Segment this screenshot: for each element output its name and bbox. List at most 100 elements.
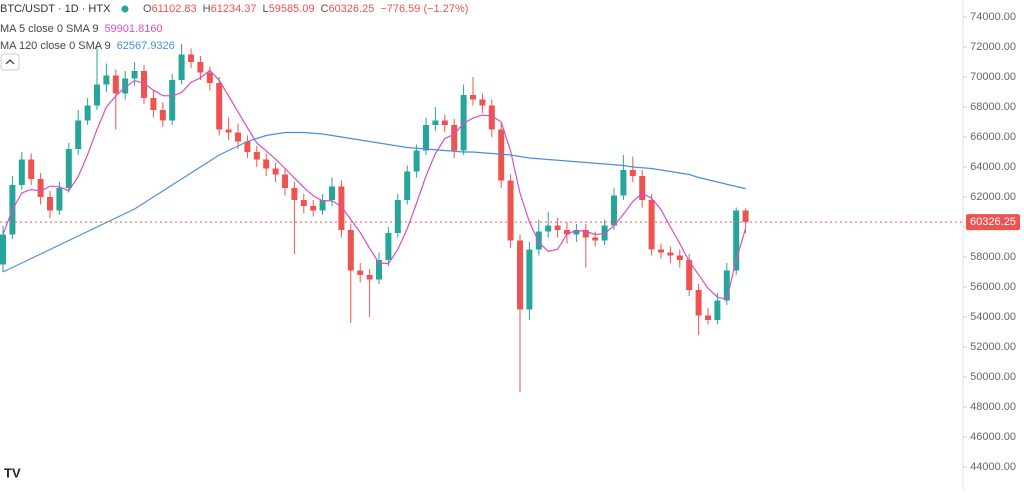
- candle-body: [498, 129, 505, 181]
- candle-body: [441, 120, 448, 125]
- y-tick-label: 68000.00: [970, 101, 1016, 113]
- y-tick-label: 52000.00: [970, 341, 1016, 353]
- candle-body: [197, 61, 204, 73]
- candle-body: [225, 129, 232, 133]
- candle-body: [282, 174, 288, 188]
- logo: TV: [4, 465, 21, 480]
- candle-body: [188, 54, 194, 62]
- candle-body: [695, 290, 702, 316]
- candle-body: [639, 175, 646, 200]
- candle-body: [47, 196, 53, 211]
- candle-body: [244, 141, 251, 152]
- plot: [0, 43, 749, 393]
- collapse-icon: [5, 59, 15, 65]
- status-dot: [121, 5, 129, 13]
- candle-body: [742, 210, 749, 223]
- candle-body: [564, 229, 570, 235]
- candle-body: [235, 132, 241, 142]
- candle-body: [517, 240, 523, 310]
- legend-entry: MA 120 close 0 SMA 9 62567.9326: [0, 40, 175, 52]
- candle-body: [122, 78, 129, 94]
- ohlc-value: 59585.09: [269, 3, 315, 15]
- candle-body: [629, 169, 636, 176]
- candle-body: [338, 186, 345, 230]
- candle-body: [141, 70, 147, 98]
- svg-text:TV: TV: [4, 465, 21, 480]
- candle-body: [385, 232, 392, 261]
- candle-body: [667, 252, 674, 256]
- candle-body: [648, 199, 655, 250]
- ohlc-key: L: [262, 3, 268, 15]
- candle-body: [376, 260, 382, 280]
- candle-body: [611, 195, 617, 226]
- y-tick-label: 58000.00: [970, 251, 1016, 263]
- collapse-button[interactable]: [0, 53, 20, 71]
- candle-body: [272, 168, 279, 175]
- candle-body: [150, 97, 157, 110]
- candle-body: [582, 229, 589, 238]
- last-price-box: [966, 214, 1020, 231]
- ohlc-readout: O61102.83 H61234.37 L59585.09 C60326.25 −776…: [143, 3, 468, 15]
- candle-body: [394, 199, 401, 233]
- candle-body: [432, 120, 439, 125]
- ma-line: [2, 131, 746, 273]
- candle-body: [676, 255, 683, 261]
- candle-body: [216, 82, 223, 130]
- legend-value: 59901.8160: [104, 23, 162, 35]
- candle-body: [733, 210, 740, 271]
- candle-body: [169, 79, 176, 121]
- candle-body: [554, 225, 561, 230]
- y-tick-label: 62000.00: [970, 191, 1016, 203]
- candle-body: [28, 159, 35, 179]
- candle-body: [573, 229, 580, 235]
- ohlc-key: H: [203, 3, 211, 15]
- legend-value: 62567.9326: [117, 40, 175, 52]
- candle-body: [404, 171, 411, 200]
- candle-body: [263, 159, 270, 169]
- y-tick-label: 44000.00: [970, 461, 1016, 473]
- legend-name: MA 5 close 0 SMA 9: [0, 23, 98, 35]
- ohlc-key: O: [143, 3, 152, 15]
- candle-body: [310, 205, 317, 211]
- candle-body: [94, 84, 100, 106]
- ohlc-key: C: [321, 3, 329, 15]
- candle-body: [357, 270, 364, 276]
- ohlc-value: 61102.83: [152, 3, 197, 15]
- candle-body: [535, 231, 542, 250]
- candle-body: [329, 186, 335, 200]
- y-tick-label: 54000.00: [970, 311, 1016, 323]
- candle-body: [37, 178, 44, 197]
- candle-body: [545, 225, 552, 232]
- y-tick-label: 70000.00: [970, 71, 1016, 83]
- legend-entry: MA 5 close 0 SMA 9 59901.8160: [0, 23, 163, 35]
- candle-body: [75, 120, 82, 149]
- candle-body: [103, 75, 110, 85]
- candle-body: [479, 99, 486, 106]
- candle-body: [488, 105, 495, 130]
- candle-body: [686, 260, 693, 291]
- candle-body: [319, 199, 326, 211]
- y-tick-label: 48000.00: [970, 401, 1016, 413]
- candle-body: [705, 315, 711, 321]
- y-tick-label: 56000.00: [970, 281, 1016, 293]
- candle-body: [470, 94, 476, 100]
- candle-body: [159, 109, 166, 121]
- candle-body: [65, 148, 72, 188]
- y-tick-label: 72000.00: [970, 41, 1016, 53]
- y-tick-label: 66000.00: [970, 131, 1016, 143]
- y-tick-label: 46000.00: [970, 431, 1016, 443]
- ohlc-value: 61234.37: [211, 3, 257, 15]
- candle-body: [451, 124, 458, 151]
- candle-body: [366, 275, 373, 280]
- candle-body: [56, 187, 63, 211]
- legend-name: MA 120 close 0 SMA 9: [0, 40, 111, 52]
- candle-body: [413, 150, 420, 172]
- y-tick-label: 50000.00: [970, 371, 1016, 383]
- candle-body: [347, 229, 354, 271]
- candle-body: [526, 249, 533, 310]
- last-price-label: 60326.25: [970, 216, 1016, 228]
- candle-body: [620, 169, 627, 196]
- candle-body: [178, 54, 185, 80]
